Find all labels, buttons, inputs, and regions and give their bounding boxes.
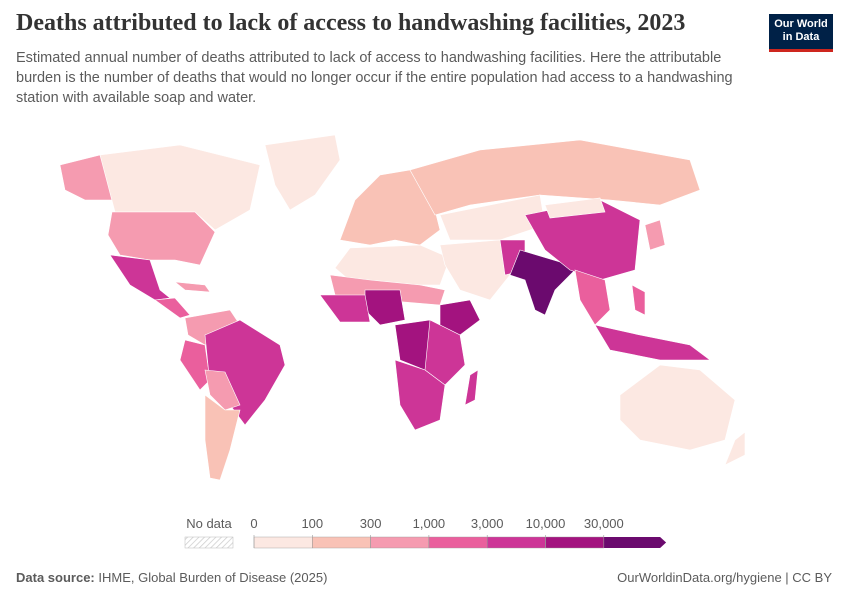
legend-tick-label: 10,000 [526, 516, 566, 531]
legend-tick-label: 3,000 [471, 516, 504, 531]
southeast-asia [574, 269, 611, 326]
footer-url[interactable]: OurWorldinData.org/hygiene | CC BY [617, 570, 832, 585]
countries [59, 134, 746, 481]
greenland [264, 134, 341, 211]
ethiopia [439, 299, 481, 336]
japan-korea [644, 219, 666, 251]
legend-bin [370, 536, 430, 549]
west-africa [319, 294, 371, 323]
australia [619, 364, 736, 451]
mongolia [544, 197, 606, 219]
legend-tick-label: 100 [301, 516, 323, 531]
central-asia [439, 194, 546, 241]
bolivia-paraguay [204, 369, 241, 411]
subtitle: Estimated annual number of deaths attrib… [16, 50, 733, 106]
new-zealand [724, 431, 746, 466]
legend-bin [545, 536, 604, 549]
caribbean [174, 281, 211, 293]
russia [409, 139, 701, 216]
legend-tick-label: 1,000 [413, 516, 446, 531]
southern-africa [394, 359, 446, 431]
logo[interactable]: Our World in Data [769, 14, 833, 52]
philippines [631, 284, 646, 316]
legend-bin [603, 537, 667, 548]
peru [179, 339, 211, 391]
legend-tick-label: 30,000 [584, 516, 624, 531]
source: IHME, Global Burden of Disease (2025) [98, 570, 328, 585]
middle-east [439, 239, 511, 301]
central-america [154, 297, 191, 319]
footer-source: Data source: IHME, Global Burden of Dise… [16, 570, 327, 585]
logo-line: in Data [782, 31, 820, 43]
legend: 0 100 300 1,000 3,000 10,000 30,000 [250, 516, 667, 549]
legend-tick-label: 300 [360, 516, 382, 531]
legend-bin [428, 536, 488, 549]
usa [107, 211, 216, 266]
indonesia [594, 324, 711, 361]
legend-tick-label: 0 [250, 516, 257, 531]
nigeria [364, 289, 406, 326]
title: Deaths attributed to lack of access to h… [16, 10, 686, 36]
alaska [59, 154, 116, 201]
no-data-swatch [184, 536, 234, 549]
no-data-label: No data [186, 516, 232, 531]
mexico [109, 254, 171, 301]
legend-bin [312, 536, 371, 549]
madagascar [464, 369, 479, 406]
east-africa [424, 319, 466, 386]
argentina-chile [204, 394, 241, 481]
legend-bin [487, 536, 546, 549]
china [524, 199, 641, 281]
map: No data 0 100 300 1,000 3,000 10,000 30,000 [59, 134, 746, 549]
legend-bin [253, 536, 313, 549]
source-label: Data source: [16, 570, 95, 585]
logo-line: Our World [774, 18, 828, 30]
